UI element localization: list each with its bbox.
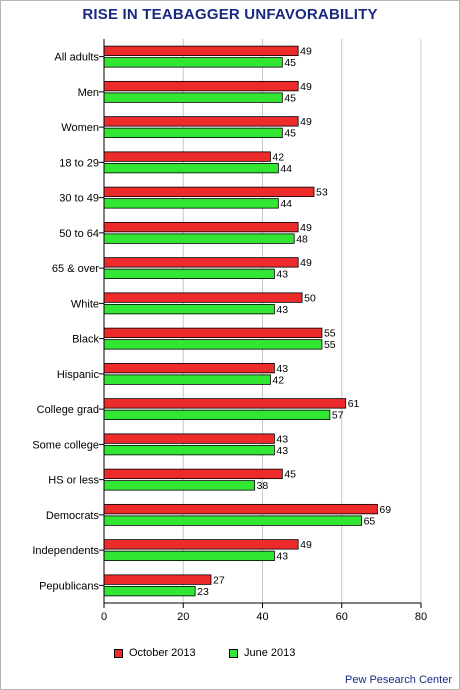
category-label-democrats: Democrats xyxy=(46,510,100,522)
bar-18-to-29-june-2013 xyxy=(103,162,279,174)
data-label-65-over-june-2013: 43 xyxy=(276,269,288,281)
category-label-college-grad: College grad xyxy=(37,404,99,416)
bar-college-grad-october-2013 xyxy=(103,398,347,409)
bar-65-over-june-2013 xyxy=(103,268,275,280)
bar-30-to-49-june-2013 xyxy=(103,198,279,209)
legend-item-june-2013: June 2013 xyxy=(229,647,295,659)
data-label-hispanic-june-2013: 42 xyxy=(272,374,284,386)
bar-hs-or-less-june-2013 xyxy=(103,480,255,491)
bar-black-october-2013 xyxy=(103,327,323,339)
data-label-men-june-2013: 45 xyxy=(284,92,296,104)
category-label-pepublicans: Pepublicans xyxy=(39,580,99,592)
bar-50-to-64-june-2013 xyxy=(103,233,295,244)
category-label-independents: Independents xyxy=(32,545,99,557)
bar-women-october-2013 xyxy=(103,116,299,127)
bar-some-college-october-2013 xyxy=(103,433,275,444)
category-label-65-over: 65 & over xyxy=(52,263,99,275)
bar-hispanic-october-2013 xyxy=(103,362,275,374)
bar-white-june-2013 xyxy=(103,303,275,315)
data-label-hs-or-less-june-2013: 38 xyxy=(257,480,269,492)
bar-hs-or-less-october-2013 xyxy=(103,468,283,480)
bar-black-june-2013 xyxy=(103,339,323,350)
category-label-50-to-64: 50 to 64 xyxy=(59,228,99,240)
bar-30-to-49-october-2013 xyxy=(103,186,315,198)
data-label-18-to-29-june-2013: 44 xyxy=(280,163,292,175)
data-label-some-college-june-2013: 43 xyxy=(276,445,288,457)
category-label-black: Black xyxy=(72,334,99,346)
x-tick-label-20: 20 xyxy=(177,611,189,623)
legend-swatch-october-2013 xyxy=(114,648,123,658)
category-label-hispanic: Hispanic xyxy=(57,369,100,381)
x-tick-label-0: 0 xyxy=(101,611,107,623)
bar-women-june-2013 xyxy=(103,127,283,139)
bar-18-to-29-october-2013 xyxy=(103,151,271,162)
data-label-black-june-2013: 55 xyxy=(324,339,336,351)
data-label-hs-or-less-october-2013: 45 xyxy=(284,469,296,481)
data-label-all-adults-october-2013: 49 xyxy=(300,46,312,58)
data-label-men-october-2013: 49 xyxy=(300,81,312,93)
category-label-30-to-49: 30 to 49 xyxy=(59,193,99,205)
bar-democrats-october-2013 xyxy=(103,503,378,515)
category-label-all-adults: All adults xyxy=(54,52,99,64)
data-label-democrats-june-2013: 65 xyxy=(364,515,376,527)
bar-independents-october-2013 xyxy=(103,539,299,550)
data-label-women-october-2013: 49 xyxy=(300,116,312,128)
data-label-independents-october-2013: 49 xyxy=(300,539,312,551)
data-label-independents-june-2013: 43 xyxy=(276,551,288,563)
bar-all-adults-june-2013 xyxy=(103,57,283,68)
data-label-18-to-29-october-2013: 42 xyxy=(272,151,284,163)
legend-item-october-2013: October 2013 xyxy=(114,647,196,659)
bar-college-grad-june-2013 xyxy=(103,409,331,421)
data-label-democrats-october-2013: 69 xyxy=(379,504,391,516)
bar-democrats-june-2013 xyxy=(103,515,362,526)
data-label-white-june-2013: 43 xyxy=(276,304,288,316)
category-label-18-to-29: 18 to 29 xyxy=(59,157,99,169)
data-label-black-october-2013: 55 xyxy=(324,328,336,340)
category-label-white: White xyxy=(71,298,99,310)
chart-legend: October 2013 June 2013 xyxy=(0,647,460,663)
bar-hispanic-june-2013 xyxy=(103,374,271,385)
bar-men-june-2013 xyxy=(103,92,283,103)
bar-some-college-june-2013 xyxy=(103,444,275,456)
data-label-30-to-49-october-2013: 53 xyxy=(316,187,328,199)
chart-title: RISE IN TEABAGGER UNFAVORABILITY xyxy=(82,6,378,23)
category-label-men: Men xyxy=(78,87,99,99)
bar-pepublicans-june-2013 xyxy=(103,585,196,597)
x-tick-label-40: 40 xyxy=(256,611,268,623)
bar-white-october-2013 xyxy=(103,292,303,303)
data-label-white-october-2013: 50 xyxy=(304,292,316,304)
legend-label-june-2013: June 2013 xyxy=(244,647,296,659)
data-label-50-to-64-june-2013: 48 xyxy=(296,233,308,245)
category-label-some-college: Some college xyxy=(32,439,99,451)
data-label-college-grad-october-2013: 61 xyxy=(348,398,360,410)
data-label-all-adults-june-2013: 45 xyxy=(284,57,296,69)
bar-65-over-october-2013 xyxy=(103,257,299,268)
data-label-50-to-64-october-2013: 49 xyxy=(300,222,312,234)
data-label-65-over-october-2013: 49 xyxy=(300,257,312,269)
data-label-some-college-october-2013: 43 xyxy=(276,433,288,445)
category-label-women: Women xyxy=(61,122,99,134)
data-label-pepublicans-june-2013: 23 xyxy=(197,586,209,598)
legend-swatch-june-2013 xyxy=(229,648,238,658)
bar-50-to-64-october-2013 xyxy=(103,221,299,233)
bar-all-adults-october-2013 xyxy=(103,45,299,57)
data-label-pepublicans-october-2013: 27 xyxy=(213,574,225,586)
data-label-college-grad-june-2013: 57 xyxy=(332,410,344,422)
category-label-hs-or-less: HS or less xyxy=(48,475,99,487)
data-label-30-to-49-june-2013: 44 xyxy=(280,198,292,210)
bar-men-october-2013 xyxy=(103,80,299,92)
x-tick-label-60: 60 xyxy=(336,611,348,623)
source-credit: Pew Pesearch Center xyxy=(345,674,452,686)
x-tick-label-80: 80 xyxy=(415,611,427,623)
bar-pepublicans-october-2013 xyxy=(103,574,212,585)
legend-label-october-2013: October 2013 xyxy=(129,647,196,659)
data-label-hispanic-october-2013: 43 xyxy=(276,363,288,375)
bar-independents-june-2013 xyxy=(103,550,275,562)
data-label-women-june-2013: 45 xyxy=(284,128,296,140)
